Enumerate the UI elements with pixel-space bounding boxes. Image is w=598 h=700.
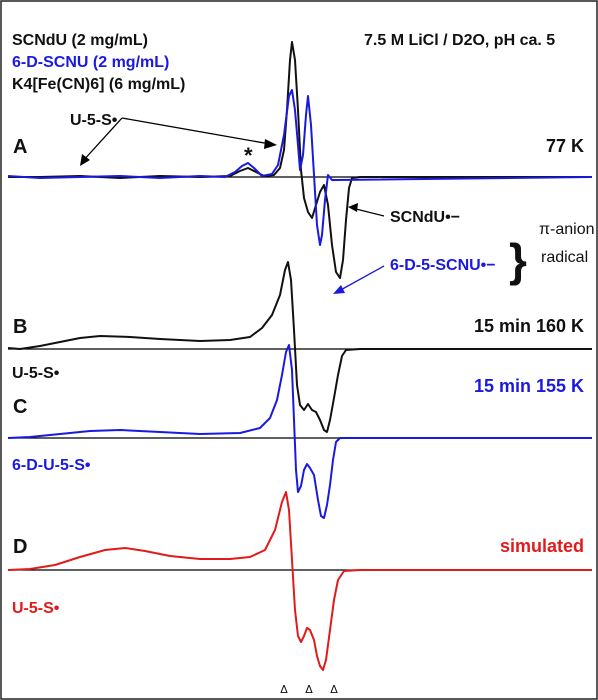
panel-a-species-left: U-5-S•	[70, 112, 118, 129]
brace: }	[509, 234, 527, 286]
panel-b-species: U-5-S•	[12, 365, 60, 382]
trace-d-simulated	[7, 491, 592, 671]
annotation-6d-anion: 6-D-5-SCNU•−	[390, 257, 496, 274]
brace-label-radical: radical	[541, 249, 588, 266]
panel-d-letter: D	[13, 536, 27, 558]
annotation-scndu-anion: SCNdU•−	[390, 209, 460, 226]
marker-2: Δ	[305, 683, 313, 696]
panel-a-condition: 77 K	[546, 136, 584, 156]
arrow-left-head	[80, 154, 90, 166]
star-mark: *	[244, 143, 253, 168]
annotation-arrow-scndu-head	[348, 203, 358, 212]
panel-d-condition: simulated	[500, 536, 584, 556]
panel-a-letter: A	[13, 136, 27, 158]
legend-ferrocyanide: K4[Fe(CN)6] (6 mg/mL)	[12, 76, 185, 93]
legend-scndu: SCNdU (2 mg/mL)	[12, 32, 148, 49]
annotation-arrow-scndu-line	[351, 207, 385, 217]
panel-c-species: 6-D-U-5-S•	[12, 457, 91, 474]
arrow-right-line	[121, 117, 271, 145]
marker-1: Δ	[280, 683, 288, 696]
panel-c-condition: 15 min 155 K	[474, 376, 584, 396]
trace-a-6d-scnu	[7, 89, 593, 246]
annotation-arrow-6d-line	[336, 265, 385, 293]
legend-6d-scnu: 6-D-SCNU (2 mg/mL)	[12, 54, 169, 71]
conditions-label: 7.5 M LiCl / D2O, pH ca. 5	[364, 32, 555, 49]
panel-d-species: U-5-S•	[12, 600, 60, 617]
panel-b-condition: 15 min 160 K	[474, 316, 584, 336]
brace-label-pi-anion: π-anion	[539, 221, 595, 238]
panel-b-letter: B	[13, 316, 27, 338]
trace-c-6d-scnu	[7, 344, 592, 519]
marker-3: Δ	[330, 683, 338, 696]
trace-b-scndu	[7, 261, 592, 433]
annotation-arrow-6d-head	[333, 285, 345, 294]
panel-c-letter: C	[13, 396, 27, 418]
arrow-left-line	[81, 117, 123, 163]
arrow-right-head	[264, 139, 277, 149]
